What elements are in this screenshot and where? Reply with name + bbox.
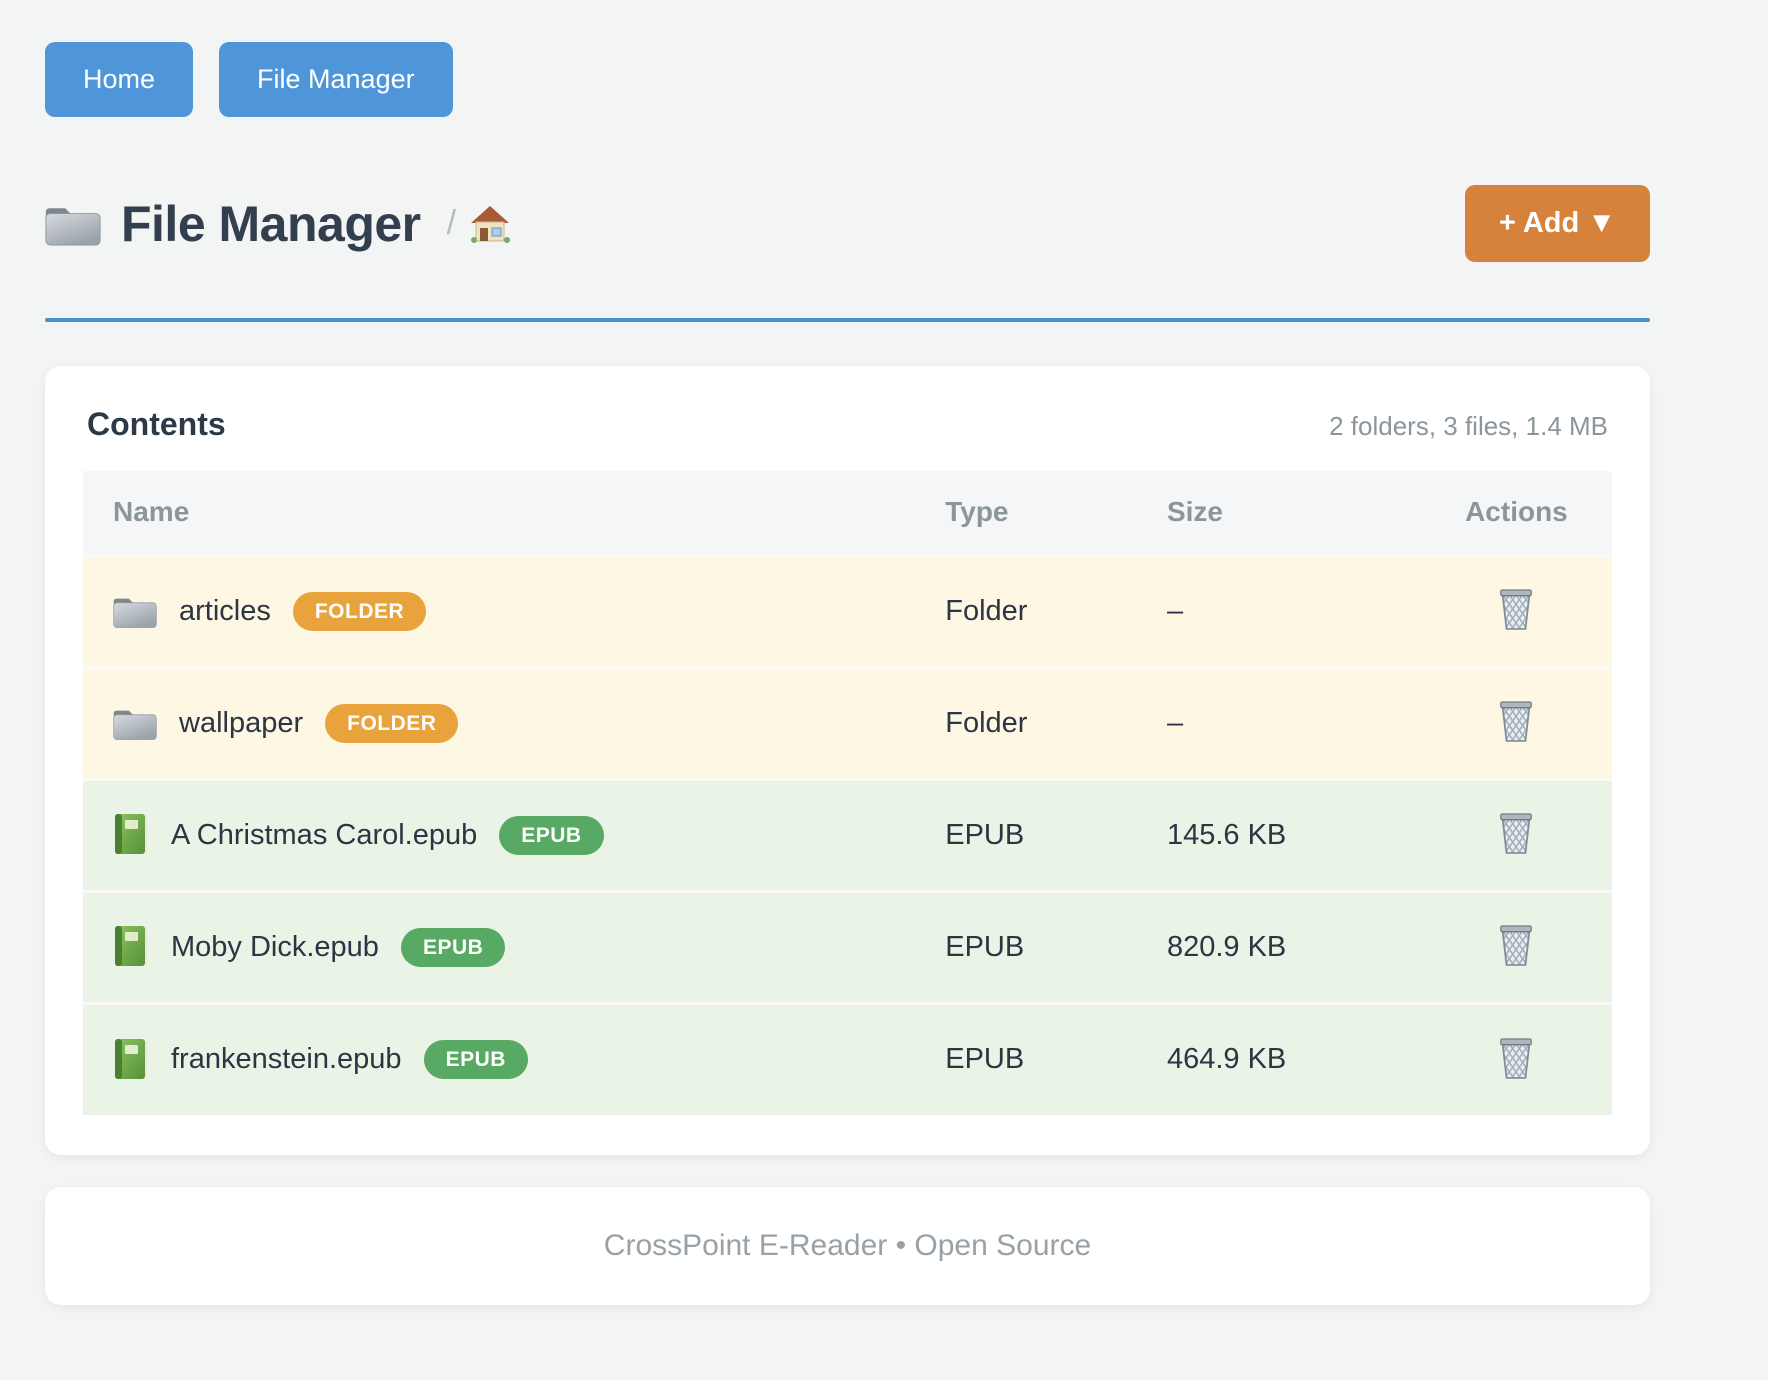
- item-type: EPUB: [945, 930, 1025, 963]
- trash-icon: [1497, 699, 1535, 743]
- contents-card: Contents 2 folders, 3 files, 1.4 MB Name…: [45, 366, 1650, 1155]
- delete-button[interactable]: [1493, 695, 1539, 747]
- epub-badge: EPUB: [423, 1040, 528, 1080]
- folder-badge: FOLDER: [292, 591, 427, 631]
- epub-badge: EPUB: [400, 927, 506, 967]
- trash-icon: [1497, 587, 1535, 631]
- file-table: Name Type Size Actions articles FOLDER: [83, 471, 1612, 1115]
- table-row: A Christmas Carol.epub EPUB EPUB 145.6 K…: [83, 779, 1612, 891]
- table-row: Moby Dick.epub EPUB EPUB 820.9 KB: [83, 891, 1612, 1003]
- book-icon: [113, 926, 149, 968]
- item-name-link[interactable]: frankenstein.epub: [171, 1043, 402, 1076]
- item-name-link[interactable]: Moby Dick.epub: [171, 930, 379, 963]
- trash-icon: [1497, 923, 1535, 967]
- page-header: File Manager / + Add ▼: [45, 185, 1650, 262]
- contents-title: Contents: [87, 406, 226, 442]
- top-nav: Home File Manager: [45, 42, 1650, 117]
- folder-icon: [113, 705, 157, 741]
- table-row: articles FOLDER Folder –: [83, 555, 1612, 667]
- item-size: –: [1166, 594, 1184, 627]
- book-icon: [113, 1039, 149, 1081]
- nav-file-manager-button[interactable]: File Manager: [219, 42, 453, 117]
- book-icon: [113, 814, 149, 856]
- page: Home File Manager File Manager / + Add ▼…: [45, 42, 1650, 1305]
- nav-home-button[interactable]: Home: [45, 42, 194, 117]
- column-header-type: Type: [939, 471, 1161, 555]
- item-size: 145.6 KB: [1166, 818, 1287, 851]
- delete-button[interactable]: [1493, 919, 1539, 971]
- contents-card-header: Contents 2 folders, 3 files, 1.4 MB: [83, 406, 1612, 443]
- footer: CrossPoint E-Reader • Open Source: [45, 1187, 1650, 1305]
- table-row: frankenstein.epub EPUB EPUB 464.9 KB: [83, 1003, 1612, 1115]
- item-type: Folder: [945, 706, 1028, 739]
- item-name-link[interactable]: wallpaper: [179, 706, 304, 739]
- folder-badge: FOLDER: [325, 703, 459, 743]
- breadcrumb-separator: /: [446, 204, 457, 242]
- table-header-row: Name Type Size Actions: [83, 471, 1612, 555]
- folder-icon: [45, 200, 101, 248]
- epub-badge: EPUB: [499, 815, 604, 855]
- table-row: wallpaper FOLDER Folder –: [83, 667, 1612, 779]
- item-size: 464.9 KB: [1166, 1043, 1287, 1076]
- item-size: –: [1166, 706, 1184, 739]
- column-header-name: Name: [83, 471, 940, 555]
- item-type: EPUB: [945, 818, 1025, 851]
- column-header-actions: Actions: [1420, 471, 1612, 555]
- page-title: File Manager: [121, 195, 421, 252]
- contents-summary: 2 folders, 3 files, 1.4 MB: [1329, 411, 1608, 441]
- item-type: Folder: [945, 594, 1028, 627]
- trash-icon: [1497, 811, 1535, 855]
- delete-button[interactable]: [1493, 807, 1539, 859]
- delete-button[interactable]: [1493, 583, 1539, 635]
- breadcrumb-home-icon[interactable]: [470, 204, 510, 244]
- item-name-link[interactable]: articles: [179, 594, 271, 627]
- title-divider: [45, 318, 1650, 322]
- footer-text: CrossPoint E-Reader • Open Source: [603, 1229, 1092, 1262]
- trash-icon: [1497, 1036, 1535, 1080]
- column-header-size: Size: [1160, 471, 1421, 555]
- item-name-link[interactable]: A Christmas Carol.epub: [171, 818, 478, 851]
- add-button[interactable]: + Add ▼: [1464, 185, 1650, 262]
- folder-icon: [113, 593, 157, 629]
- delete-button[interactable]: [1493, 1032, 1539, 1084]
- item-size: 820.9 KB: [1166, 930, 1287, 963]
- item-type: EPUB: [945, 1043, 1025, 1076]
